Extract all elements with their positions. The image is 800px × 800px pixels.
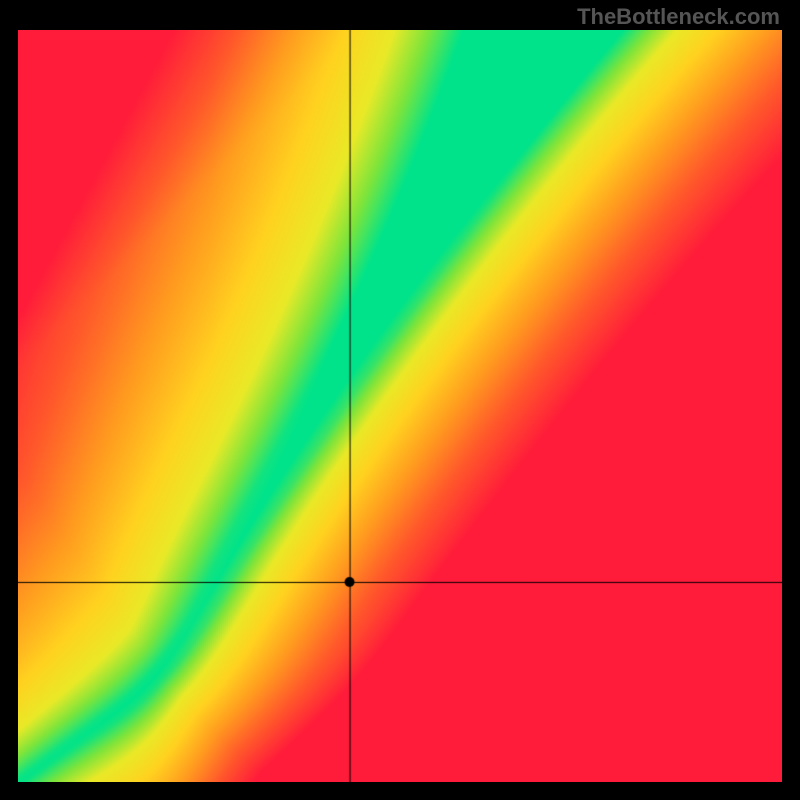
attribution-label: TheBottleneck.com bbox=[577, 4, 780, 30]
chart-container: TheBottleneck.com bbox=[0, 0, 800, 800]
heatmap-canvas bbox=[18, 30, 782, 782]
